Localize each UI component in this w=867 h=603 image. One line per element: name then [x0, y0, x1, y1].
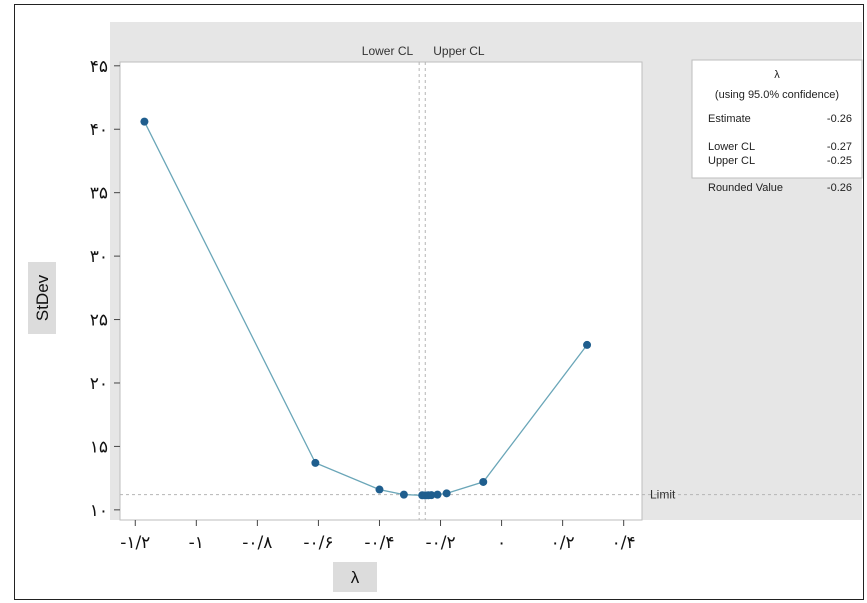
data-point — [140, 117, 149, 126]
legend-subtitle: (using 95.0% confidence) — [715, 89, 839, 101]
y-tick-label: ۴۰ — [90, 120, 108, 140]
legend-row-value: -0.27 — [827, 141, 852, 153]
y-tick-label: ۳۵ — [90, 184, 108, 204]
y-axis-label-box: StDev — [28, 262, 56, 334]
x-tick-label: ۰ — [497, 533, 506, 553]
data-point — [375, 485, 384, 494]
x-tick-label: -۰/۶ — [303, 533, 333, 553]
data-point — [442, 489, 451, 498]
y-tick-label: ۳۰ — [90, 247, 108, 267]
series — [140, 117, 592, 500]
y-tick-label: ۴۵ — [90, 57, 108, 77]
data-point — [427, 491, 436, 500]
plot-area — [119, 61, 643, 521]
y-tick-label: ۱۰ — [90, 501, 108, 521]
legend-row-label: Upper CL — [708, 155, 755, 167]
lower-cl-label: Lower CL — [362, 44, 414, 58]
legend-box: λ (using 95.0% confidence) Estimate -0.26… — [691, 59, 863, 194]
reference-lines: Lower CL Upper CL Limit — [120, 44, 862, 520]
data-point — [433, 490, 442, 499]
x-axis-label-box: λ — [333, 562, 377, 592]
x-tick-label: ۰/۴ — [612, 533, 636, 553]
y-axis-label: StDev — [33, 274, 52, 321]
data-point — [479, 477, 488, 486]
y-tick-label: ۱۵ — [90, 437, 108, 457]
y-tick-label: ۲۵ — [90, 311, 108, 331]
legend-row-label: Rounded Value — [708, 182, 783, 194]
y-axis: ۱۰ ۱۵ ۲۰ ۲۵ ۳۰ ۳۵ ۴۰ ۴۵ — [90, 57, 120, 521]
legend-row-label: Lower CL — [708, 141, 755, 153]
x-tick-label: -۱ — [189, 533, 204, 553]
x-axis-label: λ — [351, 568, 360, 587]
y-tick-label: ۲۰ — [90, 374, 108, 394]
data-point — [311, 458, 320, 467]
x-tick-label: -۰/۲ — [425, 533, 455, 553]
x-axis: -۱/۲ -۱ -۰/۸ -۰/۶ -۰/۴ -۰/۲ ۰ ۰/۲ ۰/۴ — [120, 520, 636, 553]
limit-label: Limit — [650, 488, 676, 502]
x-tick-label: ۰/۲ — [551, 533, 575, 553]
legend-row-value: -0.25 — [827, 155, 852, 167]
x-tick-label: -۱/۲ — [120, 533, 150, 553]
x-tick-label: -۰/۸ — [242, 533, 272, 553]
legend-row-label: Estimate — [708, 113, 751, 125]
upper-cl-label: Upper CL — [433, 44, 485, 58]
legend-row-value: -0.26 — [827, 113, 852, 125]
data-point — [583, 340, 592, 349]
legend-title: λ — [774, 69, 780, 81]
data-point — [399, 490, 408, 499]
legend-row-value: -0.26 — [827, 182, 852, 194]
x-tick-label: -۰/۴ — [364, 533, 394, 553]
